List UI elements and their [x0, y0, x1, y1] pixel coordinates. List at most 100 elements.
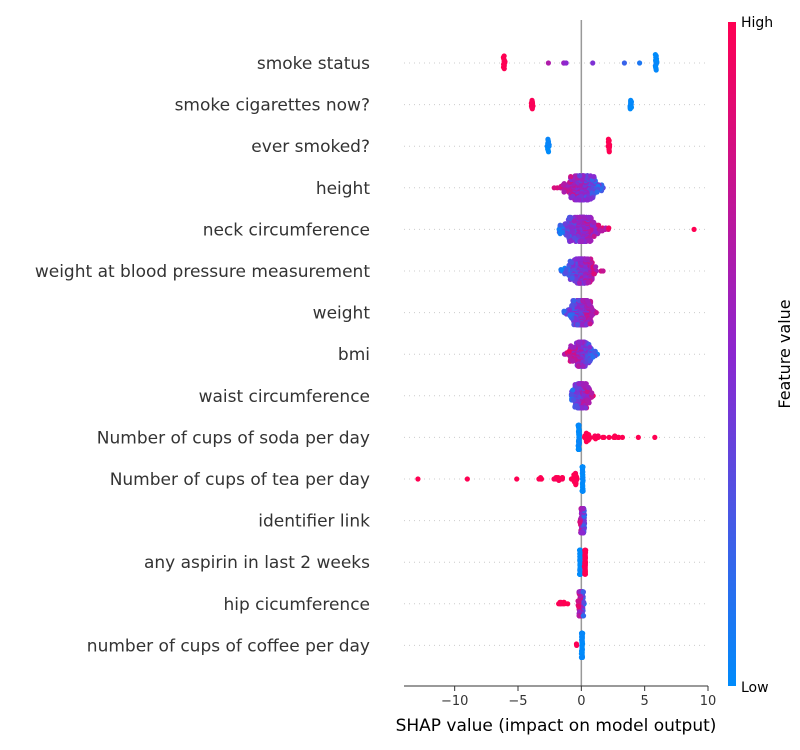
shap-point [580, 613, 586, 619]
shap-point [579, 322, 585, 328]
shap-point [514, 476, 520, 482]
shap-point [573, 641, 580, 647]
shap-point [571, 218, 577, 224]
shap-point [568, 174, 574, 180]
shap-point [582, 547, 588, 553]
x-axis-title: SHAP value (impact on model output) [396, 716, 717, 736]
shap-point [580, 530, 586, 536]
shap-point [576, 280, 582, 286]
shap-point [581, 214, 587, 220]
shap-point [606, 434, 612, 440]
shap-point [584, 397, 590, 403]
shap-point [576, 197, 583, 203]
colorbar-title: Feature value [775, 299, 794, 408]
shap-point [589, 390, 595, 396]
x-tick-label: 5 [641, 694, 649, 709]
shap-point [501, 53, 507, 59]
shap-point [612, 433, 618, 439]
feature-guide-lines [404, 62, 708, 646]
shap-point [576, 427, 582, 433]
shap-point [584, 197, 590, 203]
shap-point [590, 60, 596, 66]
shap-point [621, 60, 628, 66]
shap-point [587, 238, 593, 244]
shap-point [628, 97, 634, 103]
shap-point [561, 189, 567, 195]
colorbar-low-label: Low [741, 680, 769, 696]
feature-label: waist circumference [199, 387, 370, 407]
shap-point [567, 353, 573, 359]
shap-point [546, 142, 552, 148]
shap-point [594, 189, 600, 195]
shap-point [579, 238, 585, 244]
shap-point [591, 219, 597, 225]
shap-point [568, 391, 575, 397]
feature-label: Number of cups of tea per day [110, 470, 370, 490]
feature-label: bmi [338, 345, 370, 365]
shap-point [584, 389, 590, 395]
shap-point [569, 303, 575, 309]
shap-point [577, 571, 583, 577]
shap-point [563, 60, 569, 66]
feature-label: weight [313, 304, 371, 324]
shap-point [545, 60, 552, 66]
shap-point [576, 298, 582, 304]
feature-label: any aspirin in last 2 weeks [144, 553, 370, 573]
shap-point [593, 264, 599, 270]
shap-point [584, 298, 591, 304]
shap-point [585, 279, 592, 285]
x-tick-label: 10 [700, 694, 717, 709]
shap-point [561, 308, 567, 314]
shap-point [581, 599, 587, 606]
feature-label: ever smoked? [251, 137, 370, 157]
shap-point [619, 434, 626, 440]
shap-point [551, 476, 557, 482]
feature-label: weight at blood pressure measurement [35, 262, 370, 282]
shap-point [576, 339, 582, 345]
x-tick-label: 0 [577, 694, 585, 709]
shap-point [575, 256, 581, 262]
shap-point [591, 271, 597, 277]
shap-point [579, 630, 585, 637]
shap-point [570, 397, 577, 403]
shap-point [566, 348, 572, 354]
shap-point [635, 434, 641, 440]
shap-point [582, 381, 589, 387]
shap-point [568, 214, 574, 220]
shap-point [557, 599, 563, 606]
feature-label: height [316, 179, 371, 199]
shap-point [580, 363, 586, 369]
shap-point [606, 225, 612, 231]
shap-point [585, 256, 591, 262]
shap-point [600, 434, 606, 440]
shap-point [589, 305, 595, 311]
shap-point [529, 104, 535, 110]
shap-point [577, 214, 583, 220]
shap-point [605, 136, 612, 142]
shap-point [653, 67, 659, 73]
shap-point [589, 312, 595, 318]
shap-point [592, 229, 598, 235]
shap-point [595, 222, 602, 228]
shap-point [691, 226, 697, 232]
shap-point [579, 654, 585, 661]
shap-point [591, 233, 597, 239]
shap-point [557, 231, 563, 237]
shap-point [652, 52, 658, 58]
shap-point [582, 405, 589, 411]
shap-point [569, 229, 575, 235]
shap-point [464, 476, 470, 482]
x-tick-label: −10 [441, 694, 468, 709]
shap-point [575, 405, 581, 411]
shap-point [576, 604, 582, 610]
shap-point [556, 477, 562, 483]
shap-point [652, 434, 658, 440]
shap-point [627, 106, 633, 112]
shap-point [577, 173, 583, 179]
shap-point [577, 547, 583, 553]
feature-label: smoke cigarettes now? [175, 96, 370, 116]
shap-point [571, 472, 577, 478]
shap-points [415, 52, 697, 661]
feature-label: hip cicumference [223, 595, 370, 615]
